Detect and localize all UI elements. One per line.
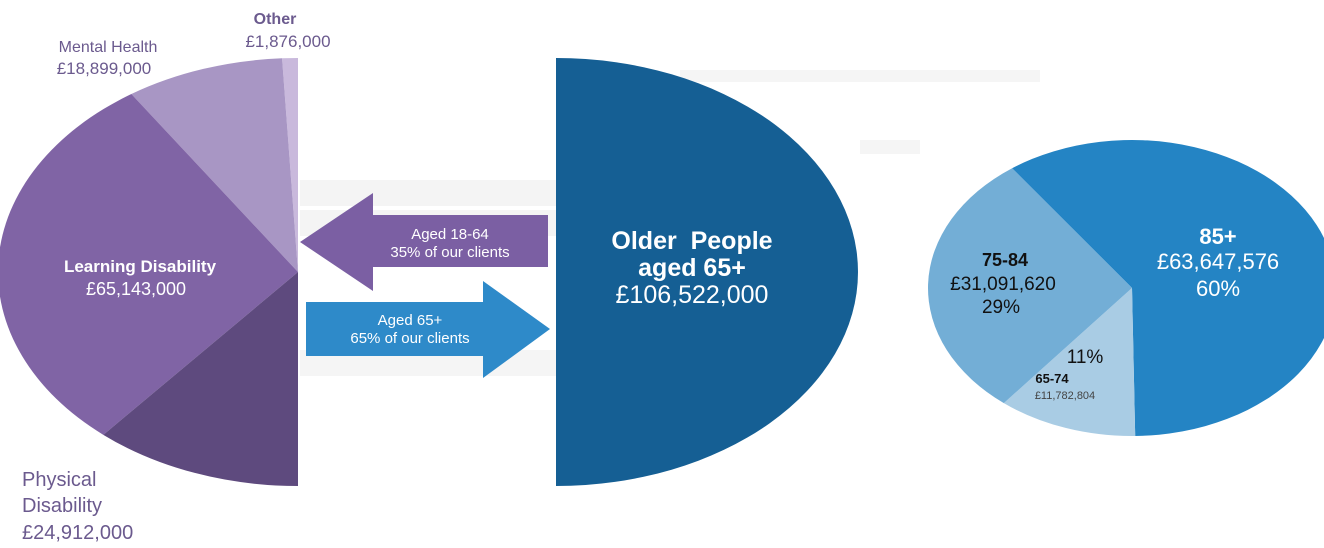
slice-65-74 [1003,288,1136,436]
age-85-label: 85+ [1199,224,1236,249]
older-people-line2: aged 65+ [638,254,746,282]
age-75-84-value: £31,091,620 [950,274,1056,295]
older-people-value: £106,522,000 [616,281,769,309]
aged-65-plus-arrow [306,281,550,378]
arrow-right-line1: Aged 65+ [378,312,443,329]
learning-disability-label: Learning Disability [64,257,217,276]
slice-mental-health [131,58,298,272]
older-people-line1: Older People [611,227,772,255]
aged-18-64-arrow [300,193,548,291]
slice-other [282,58,298,272]
slice-older-people-aged-65 [556,58,858,486]
physical-disability-value: £24,912,000 [22,522,133,544]
slice-75-84 [927,168,1132,404]
learning-disability-value: £65,143,000 [86,279,186,299]
age-85-value: £63,647,576 [1157,249,1279,274]
age-85-percent: 60% [1196,276,1240,301]
age-65-74-label: 65-74 [1035,371,1069,386]
other-value: £1,876,000 [245,32,330,51]
arrow-left-line1: Aged 18-64 [411,226,489,243]
slice-physical-disability [103,272,298,486]
slice-learning-disability [0,94,298,435]
age-75-84-percent: 29% [982,297,1020,318]
older-people-half-pie [556,58,858,486]
age-breakdown-pie [927,140,1324,436]
slice-85 [1012,140,1324,436]
left-half-pie [0,58,298,486]
physical-disability-line2: Disability [22,495,102,517]
age-75-84-label: 75-84 [982,250,1028,270]
physical-disability-line1: Physical [22,469,96,491]
other-label: Other [254,11,297,28]
arrow-right-line2: 65% of our clients [350,330,469,347]
mental-health-label: Mental Health [59,39,158,56]
age-65-74-value: £11,782,804 [1035,390,1095,402]
mental-health-value: £18,899,000 [57,59,152,78]
age-65-74-percent: 11% [1067,347,1104,368]
arrow-left-line2: 35% of our clients [390,244,509,261]
